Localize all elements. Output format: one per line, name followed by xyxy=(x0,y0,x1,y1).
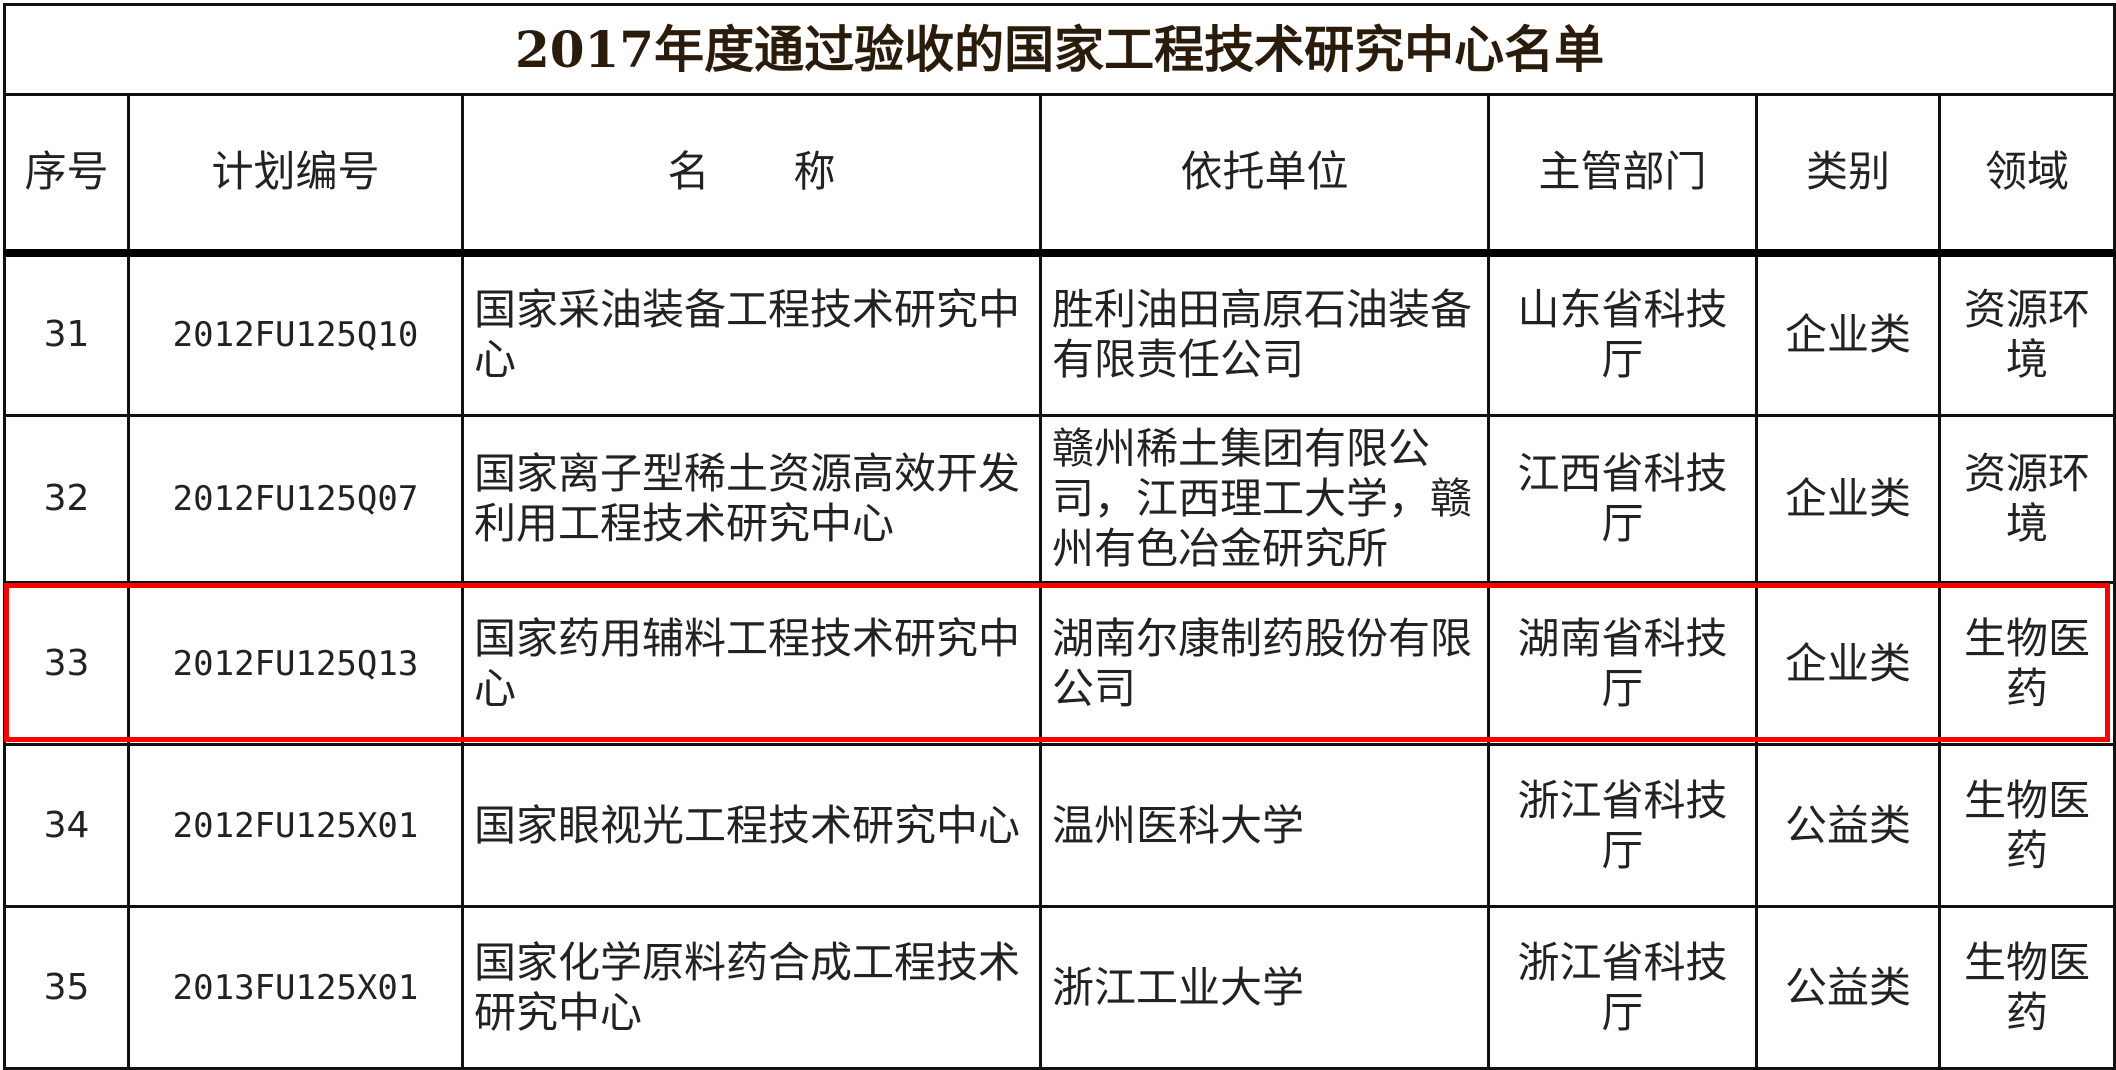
header-dept: 主管部门 xyxy=(1487,93,1758,257)
cell-type: 企业类 xyxy=(1755,251,1941,417)
cell-field: 生物医药 xyxy=(1937,743,2116,908)
table-row-highlighted: 33 2012FU125Q13 国家药用辅料工程技术研究中心 湖南尔康制药股份有… xyxy=(3,581,2116,746)
cell-unit: 胜利油田高原石油装备有限责任公司 xyxy=(1039,251,1490,417)
header-type: 类别 xyxy=(1755,93,1941,257)
cell-code: 2012FU125Q13 xyxy=(127,581,464,746)
cell-no: 34 xyxy=(3,743,130,908)
cell-field: 资源环境 xyxy=(1937,414,2116,584)
cell-dept: 湖南省科技厅 xyxy=(1487,581,1758,746)
header-name: 名 称 xyxy=(461,93,1042,257)
cell-name: 国家化学原料药合成工程技术研究中心 xyxy=(461,905,1042,1070)
cell-no: 33 xyxy=(3,581,130,746)
table-title: 2017年度通过验收的国家工程技术研究中心名单 xyxy=(2,3,2116,96)
cell-name: 国家药用辅料工程技术研究中心 xyxy=(461,581,1042,746)
cell-unit: 温州医科大学 xyxy=(1039,743,1490,908)
cell-dept: 山东省科技厅 xyxy=(1487,251,1758,417)
cell-dept: 江西省科技厅 xyxy=(1487,414,1758,584)
cell-code: 2012FU125Q10 xyxy=(127,251,464,417)
cell-type: 企业类 xyxy=(1755,581,1941,746)
table-row: 34 2012FU125X01 国家眼视光工程技术研究中心 温州医科大学 浙江省… xyxy=(3,743,2116,908)
cell-type: 公益类 xyxy=(1755,743,1941,908)
cell-no: 32 xyxy=(3,414,130,584)
cell-field: 生物医药 xyxy=(1937,581,2116,746)
header-unit: 依托单位 xyxy=(1039,93,1490,257)
cell-code: 2013FU125X01 xyxy=(127,905,464,1070)
title-row: 2017年度通过验收的国家工程技术研究中心名单 xyxy=(2,3,2116,96)
header-row: 序号 计划编号 名 称 依托单位 主管部门 类别 领域 xyxy=(3,93,2116,257)
cell-type: 企业类 xyxy=(1755,414,1941,584)
cell-field: 生物医药 xyxy=(1937,905,2116,1070)
table-row: 32 2012FU125Q07 国家离子型稀土资源高效开发利用工程技术研究中心 … xyxy=(3,414,2116,584)
cell-name: 国家采油装备工程技术研究中心 xyxy=(461,251,1042,417)
center-list-table: 2017年度通过验收的国家工程技术研究中心名单 序号 计划编号 名 称 依托单位… xyxy=(2,3,2116,1070)
table-row: 35 2013FU125X01 国家化学原料药合成工程技术研究中心 浙江工业大学… xyxy=(3,905,2116,1070)
header-field: 领域 xyxy=(1937,93,2116,257)
cell-unit: 赣州稀土集团有限公司，江西理工大学，赣州有色冶金研究所 xyxy=(1039,414,1490,584)
header-no: 序号 xyxy=(3,93,130,257)
cell-unit: 湖南尔康制药股份有限公司 xyxy=(1039,581,1490,746)
cell-code: 2012FU125Q07 xyxy=(127,414,464,584)
cell-code: 2012FU125X01 xyxy=(127,743,464,908)
cell-no: 31 xyxy=(3,251,130,417)
cell-type: 公益类 xyxy=(1755,905,1941,1070)
cell-name: 国家离子型稀土资源高效开发利用工程技术研究中心 xyxy=(461,414,1042,584)
cell-dept: 浙江省科技厅 xyxy=(1487,743,1758,908)
table-row: 31 2012FU125Q10 国家采油装备工程技术研究中心 胜利油田高原石油装… xyxy=(3,251,2116,417)
cell-unit: 浙江工业大学 xyxy=(1039,905,1490,1070)
cell-dept: 浙江省科技厅 xyxy=(1487,905,1758,1070)
cell-field: 资源环境 xyxy=(1937,251,2116,417)
header-code: 计划编号 xyxy=(127,93,464,257)
cell-no: 35 xyxy=(3,905,130,1070)
cell-name: 国家眼视光工程技术研究中心 xyxy=(461,743,1042,908)
